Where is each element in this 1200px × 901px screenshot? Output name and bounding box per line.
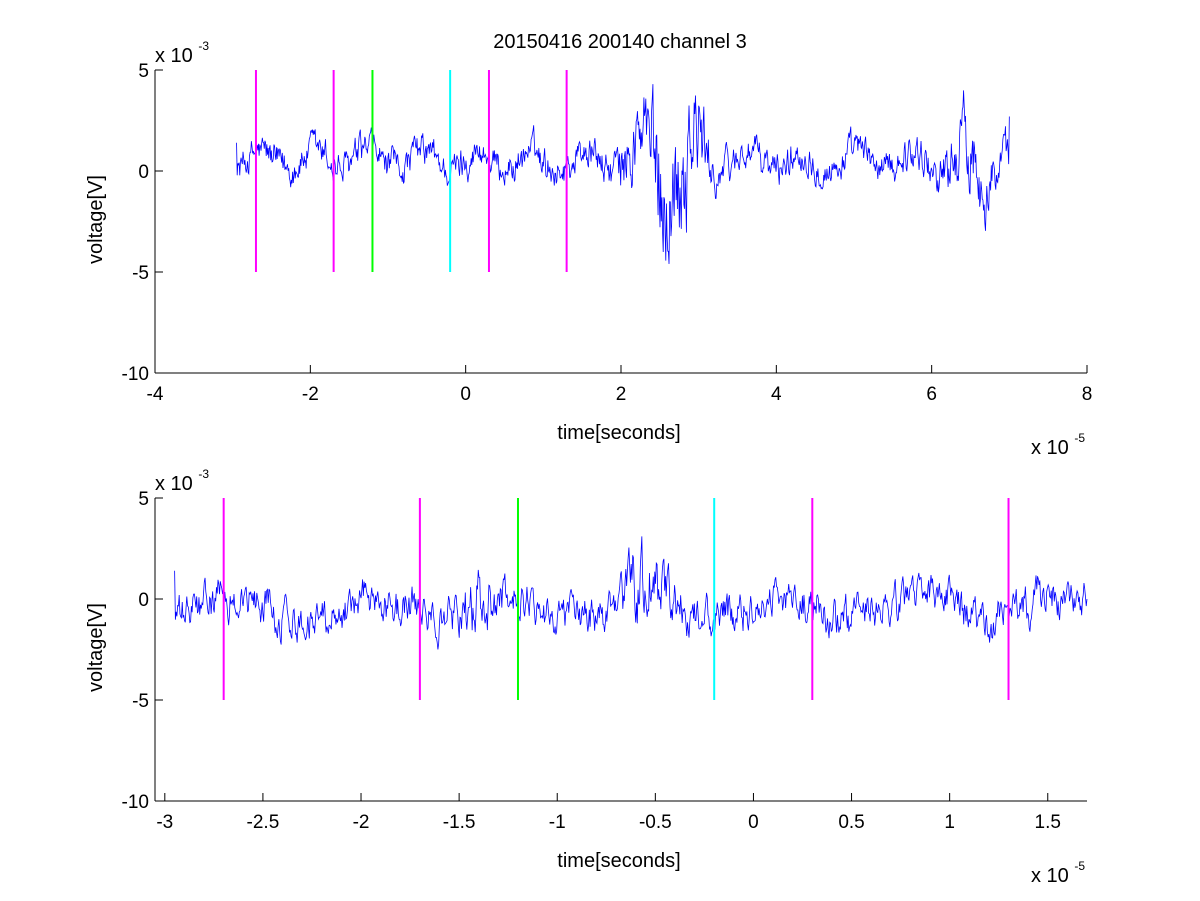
- plot-area: [155, 70, 1087, 373]
- y-tick-label: 5: [138, 489, 149, 510]
- y-tick-label: -5: [132, 263, 149, 284]
- x-exponent-power: -5: [1074, 431, 1085, 445]
- y-exponent-power: -3: [198, 467, 209, 481]
- y-tick-label: -5: [132, 691, 149, 712]
- x-tick-label: 1.5: [1035, 812, 1061, 833]
- x-tick-label: -2.5: [247, 812, 280, 833]
- x-tick-label: 0.5: [838, 812, 864, 833]
- y-tick-label: 0: [138, 162, 149, 183]
- x-axis-label: time[seconds]: [557, 850, 680, 872]
- y-axis-label: voltage[V]: [85, 603, 107, 692]
- x-tick-label: 0: [460, 384, 471, 405]
- signal-trace: [174, 536, 1088, 650]
- x-tick-label: 4: [771, 384, 782, 405]
- figure-title: 20150416 200140 channel 3: [493, 31, 747, 53]
- y-tick-label: 0: [138, 590, 149, 611]
- y-tick-label: -10: [122, 792, 149, 813]
- signal-trace: [236, 84, 1010, 264]
- x-tick-label: -3: [156, 812, 173, 833]
- x-tick-label: 2: [616, 384, 627, 405]
- x-tick-label: -2: [353, 812, 370, 833]
- bottom-plot-panel: -3 -2.5 -2 -1.5 -1 -0.5 0 0.5 1 1.5 -10 -5 0 5 time[se…: [85, 467, 1088, 887]
- x-tick-label: -1.5: [443, 812, 476, 833]
- x-tick-label: 6: [926, 384, 937, 405]
- y-tick-label: -10: [122, 364, 149, 385]
- y-tick-label: 5: [138, 61, 149, 82]
- y-axis-label: voltage[V]: [85, 175, 107, 264]
- x-tick-label: -1: [549, 812, 566, 833]
- y-exponent-label: x 10 -3: [155, 39, 209, 67]
- x-tick-label: 0: [748, 812, 759, 833]
- x-tick-label: 8: [1082, 384, 1093, 405]
- x-exponent-label: x 10 -5: [1031, 431, 1085, 459]
- plot-area: [155, 498, 1087, 801]
- x-exponent-label: x 10 -5: [1031, 859, 1085, 887]
- x-tick-label: -2: [302, 384, 319, 405]
- x-tick-label: 1: [944, 812, 955, 833]
- y-exponent-power: -3: [198, 39, 209, 53]
- x-tick-label: -0.5: [639, 812, 672, 833]
- x-exponent-power: -5: [1074, 859, 1085, 873]
- top-plot-panel: -4 -2 0 2 4 6 8 -10 -5 0 5 time[seconds] voltage[V] x…: [85, 39, 1092, 459]
- y-exponent-label: x 10 -3: [155, 467, 209, 495]
- x-axis-label: time[seconds]: [557, 422, 680, 444]
- x-tick-label: -4: [147, 384, 164, 405]
